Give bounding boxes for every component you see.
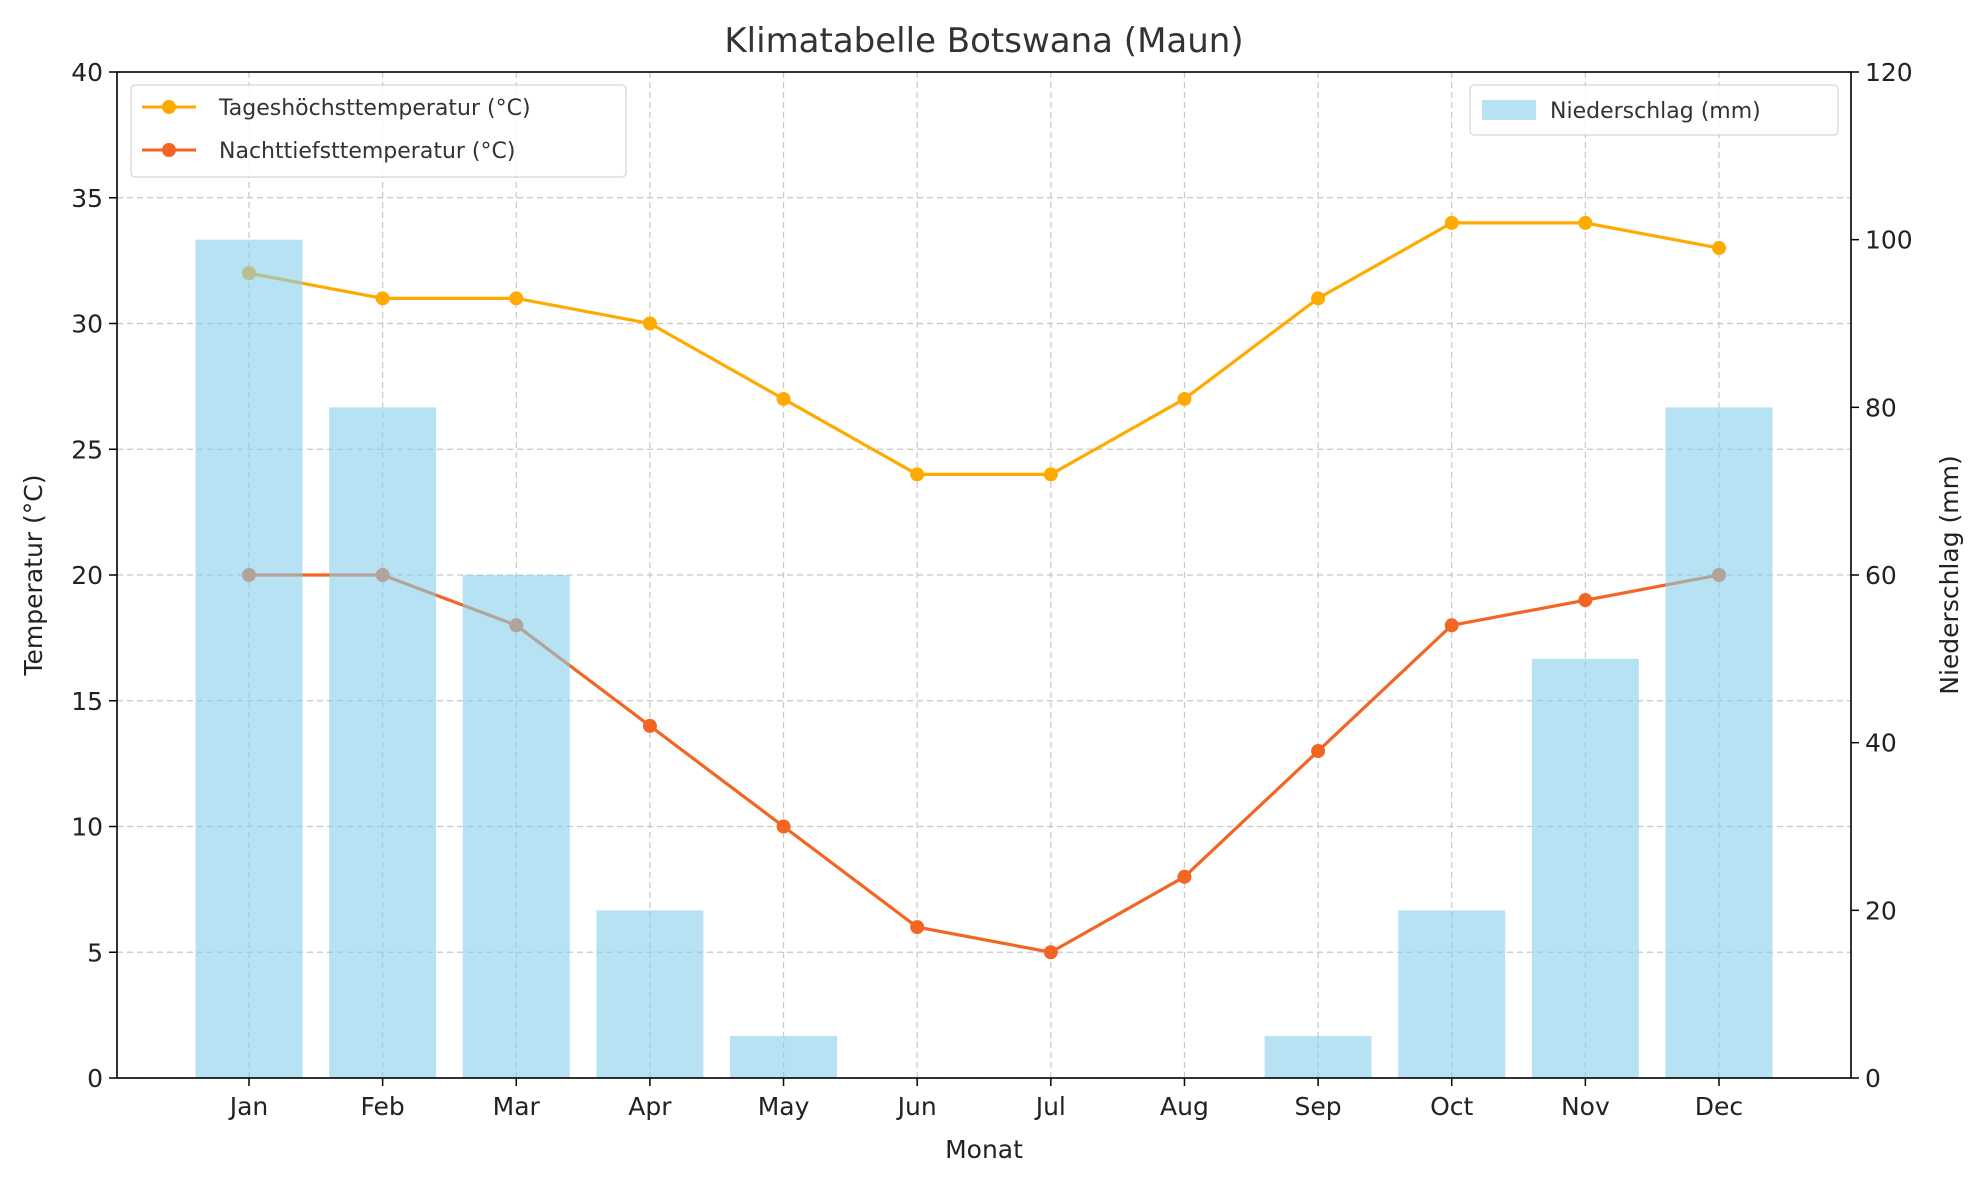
series-line [248, 221, 1720, 476]
data-point [910, 920, 925, 935]
y-tick-label-left: 25 [71, 435, 103, 464]
x-tick-label: Aug [1160, 1092, 1209, 1121]
x-tick-label: Jul [1034, 1092, 1066, 1121]
x-tick-label: Dec [1695, 1092, 1743, 1121]
data-point [1444, 618, 1459, 633]
data-point [1578, 593, 1593, 608]
legend-high-marker [162, 100, 176, 114]
data-point [1311, 744, 1326, 759]
data-point [1311, 291, 1326, 306]
y-tick-label-left: 30 [71, 310, 103, 339]
data-point [1712, 241, 1726, 256]
precipitation-bar [1398, 910, 1506, 1078]
x-tick-label: Mar [493, 1092, 541, 1121]
y-axis-label-left: Temperatur (°C) [19, 475, 48, 677]
precipitation-bar [462, 575, 570, 1078]
y-tick-label-left: 35 [71, 184, 103, 213]
y-tick-label-right: 60 [1865, 561, 1897, 590]
x-tick-label: Apr [628, 1092, 672, 1121]
data-point [1578, 215, 1593, 230]
x-axis-label: Monat [945, 1135, 1023, 1164]
data-point [642, 718, 657, 733]
data-point [509, 291, 524, 306]
x-tick-label: Jun [896, 1092, 937, 1121]
y-tick-label-right: 20 [1865, 896, 1897, 925]
y-tick-label-right: 120 [1865, 58, 1913, 87]
precipitation-bar [1531, 658, 1639, 1078]
data-point [1444, 215, 1459, 230]
legend-precip-swatch [1482, 100, 1536, 120]
x-tick-label: Sep [1295, 1092, 1342, 1121]
legend-precipitation: Niederschlag (mm) [1469, 84, 1839, 136]
y-tick-label-right: 80 [1865, 393, 1897, 422]
data-point [776, 819, 791, 834]
y-tick-label-left: 15 [71, 687, 103, 716]
precipitation-bar [329, 407, 437, 1078]
data-point [1177, 391, 1192, 406]
legend-low-label: Nachttiefsttemperatur (°C) [219, 139, 515, 164]
data-point [1043, 945, 1058, 960]
legend-high-label: Tageshöchsttemperatur (°C) [218, 96, 531, 121]
x-tick-label: May [758, 1092, 810, 1121]
y-axis-label-right: Niederschlag (mm) [1935, 455, 1964, 694]
y-tick-label-right: 100 [1865, 226, 1913, 255]
x-tick-label: Jan [228, 1092, 269, 1121]
precipitation-bar [195, 239, 303, 1078]
ticks: 0 5 10 15 20 25 30 35 40 0 20 40 60 80 100 120 Jan Feb Mar… [71, 58, 1913, 1121]
data-point [642, 316, 657, 331]
x-tick-label: Nov [1561, 1092, 1610, 1121]
y-tick-label-left: 0 [87, 1064, 103, 1093]
data-point [776, 391, 791, 406]
chart-title: Klimatabelle Botswana (Maun) [724, 21, 1243, 61]
x-tick-label: Oct [1430, 1092, 1473, 1121]
y-tick-label-left: 40 [71, 58, 103, 87]
precipitation-bar [596, 910, 704, 1078]
y-tick-label-right: 40 [1865, 729, 1897, 758]
data-point [1177, 869, 1192, 884]
data-point [1043, 467, 1058, 482]
y-tick-label-left: 5 [87, 938, 103, 967]
precipitation-bar [1665, 407, 1773, 1078]
y-tick-label-left: 20 [71, 561, 103, 590]
data-point [910, 467, 925, 482]
precipitation-bar [730, 1036, 838, 1078]
y-tick-label-right: 0 [1865, 1064, 1881, 1093]
precipitation-bars [195, 239, 1773, 1078]
precipitation-bar [1264, 1036, 1372, 1078]
legend-temperature: Tageshöchsttemperatur (°C) Nachttiefstte… [130, 84, 627, 178]
legend-precip-label: Niederschlag (mm) [1550, 99, 1761, 124]
x-tick-label: Feb [361, 1092, 405, 1121]
data-point [375, 291, 390, 306]
y-tick-label-left: 10 [71, 813, 103, 842]
legend-low-marker [162, 143, 176, 157]
